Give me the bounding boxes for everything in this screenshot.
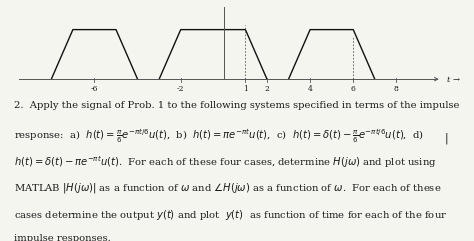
Text: -2: -2 [177, 85, 184, 93]
Text: cases determine the output $y(t)$ and plot  $y(t)$  as function of time for each: cases determine the output $y(t)$ and pl… [14, 208, 447, 222]
Text: 4: 4 [308, 85, 312, 93]
Text: |: | [444, 133, 448, 144]
Text: 6: 6 [351, 85, 356, 93]
Text: 1: 1 [243, 85, 248, 93]
Text: 8: 8 [394, 85, 399, 93]
Text: $h(t) = \delta(t) - \pi e^{-\pi t}u(t)$.  For each of these four cases, determin: $h(t) = \delta(t) - \pi e^{-\pi t}u(t)$.… [14, 154, 437, 170]
Text: 2.  Apply the signal of Prob. 1 to the following systems specified in terms of t: 2. Apply the signal of Prob. 1 to the fo… [14, 101, 460, 110]
Text: 2: 2 [264, 85, 269, 93]
Text: MATLAB $|H(j\omega)|$ as a function of $\omega$ and $\angle H(j\omega)$ as a fun: MATLAB $|H(j\omega)|$ as a function of $… [14, 181, 442, 195]
Text: t →: t → [447, 76, 460, 84]
Text: response:  a)  $h(t) = \frac{\pi}{6}e^{-\pi t/6}u(t)$,  b)  $h(t) = \pi e^{-\pi : response: a) $h(t) = \frac{\pi}{6}e^{-\p… [14, 127, 424, 145]
Text: -6: -6 [91, 85, 98, 93]
Text: impulse responses.: impulse responses. [14, 234, 111, 241]
